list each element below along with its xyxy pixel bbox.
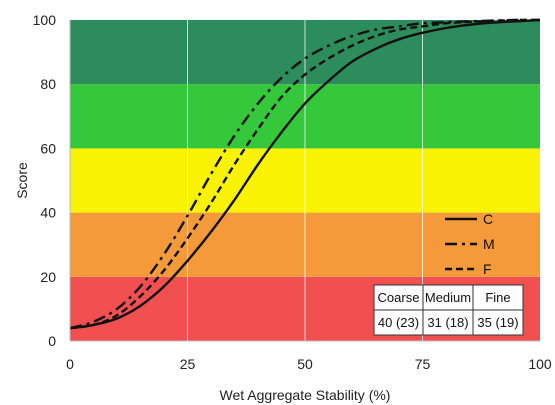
series-line-F: [69, 18, 541, 330]
y-tick-80: 80: [40, 76, 56, 92]
series-line-C: [69, 18, 541, 330]
legend-label-C: C: [483, 211, 493, 227]
legend: CMF: [445, 211, 495, 277]
x-tick-0: 0: [66, 356, 74, 372]
series-lines: [69, 18, 541, 330]
table-value-0: 40 (23): [378, 315, 419, 330]
legend-label-M: M: [483, 236, 495, 252]
series-line-M: [69, 18, 541, 330]
axes: [69, 20, 540, 342]
table-value-1: 31 (18): [427, 315, 468, 330]
legend-label-F: F: [483, 261, 492, 277]
x-tick-25: 25: [180, 356, 196, 372]
y-tick-40: 40: [40, 205, 56, 221]
x-axis-label: Wet Aggregate Stability (%): [220, 387, 391, 403]
y-tick-60: 60: [40, 140, 56, 156]
y-tick-100: 100: [33, 12, 57, 28]
x-tick-labels: 0 25 50 75 100: [66, 356, 552, 372]
y-tick-labels: 0 20 40 60 80 100: [33, 12, 57, 349]
x-tick-50: 50: [297, 356, 313, 372]
data-table: Coarse 40 (23) Medium 31 (18) Fine 35 (19): [373, 284, 524, 336]
y-tick-20: 20: [40, 269, 56, 285]
x-tick-75: 75: [415, 356, 431, 372]
table-header-2: Fine: [485, 290, 510, 305]
table-header-1: Medium: [425, 290, 471, 305]
table-header-0: Coarse: [378, 290, 420, 305]
table-value-2: 35 (19): [477, 315, 518, 330]
x-tick-100: 100: [528, 356, 552, 372]
y-axis-label: Score: [14, 162, 30, 199]
y-tick-0: 0: [48, 333, 56, 349]
